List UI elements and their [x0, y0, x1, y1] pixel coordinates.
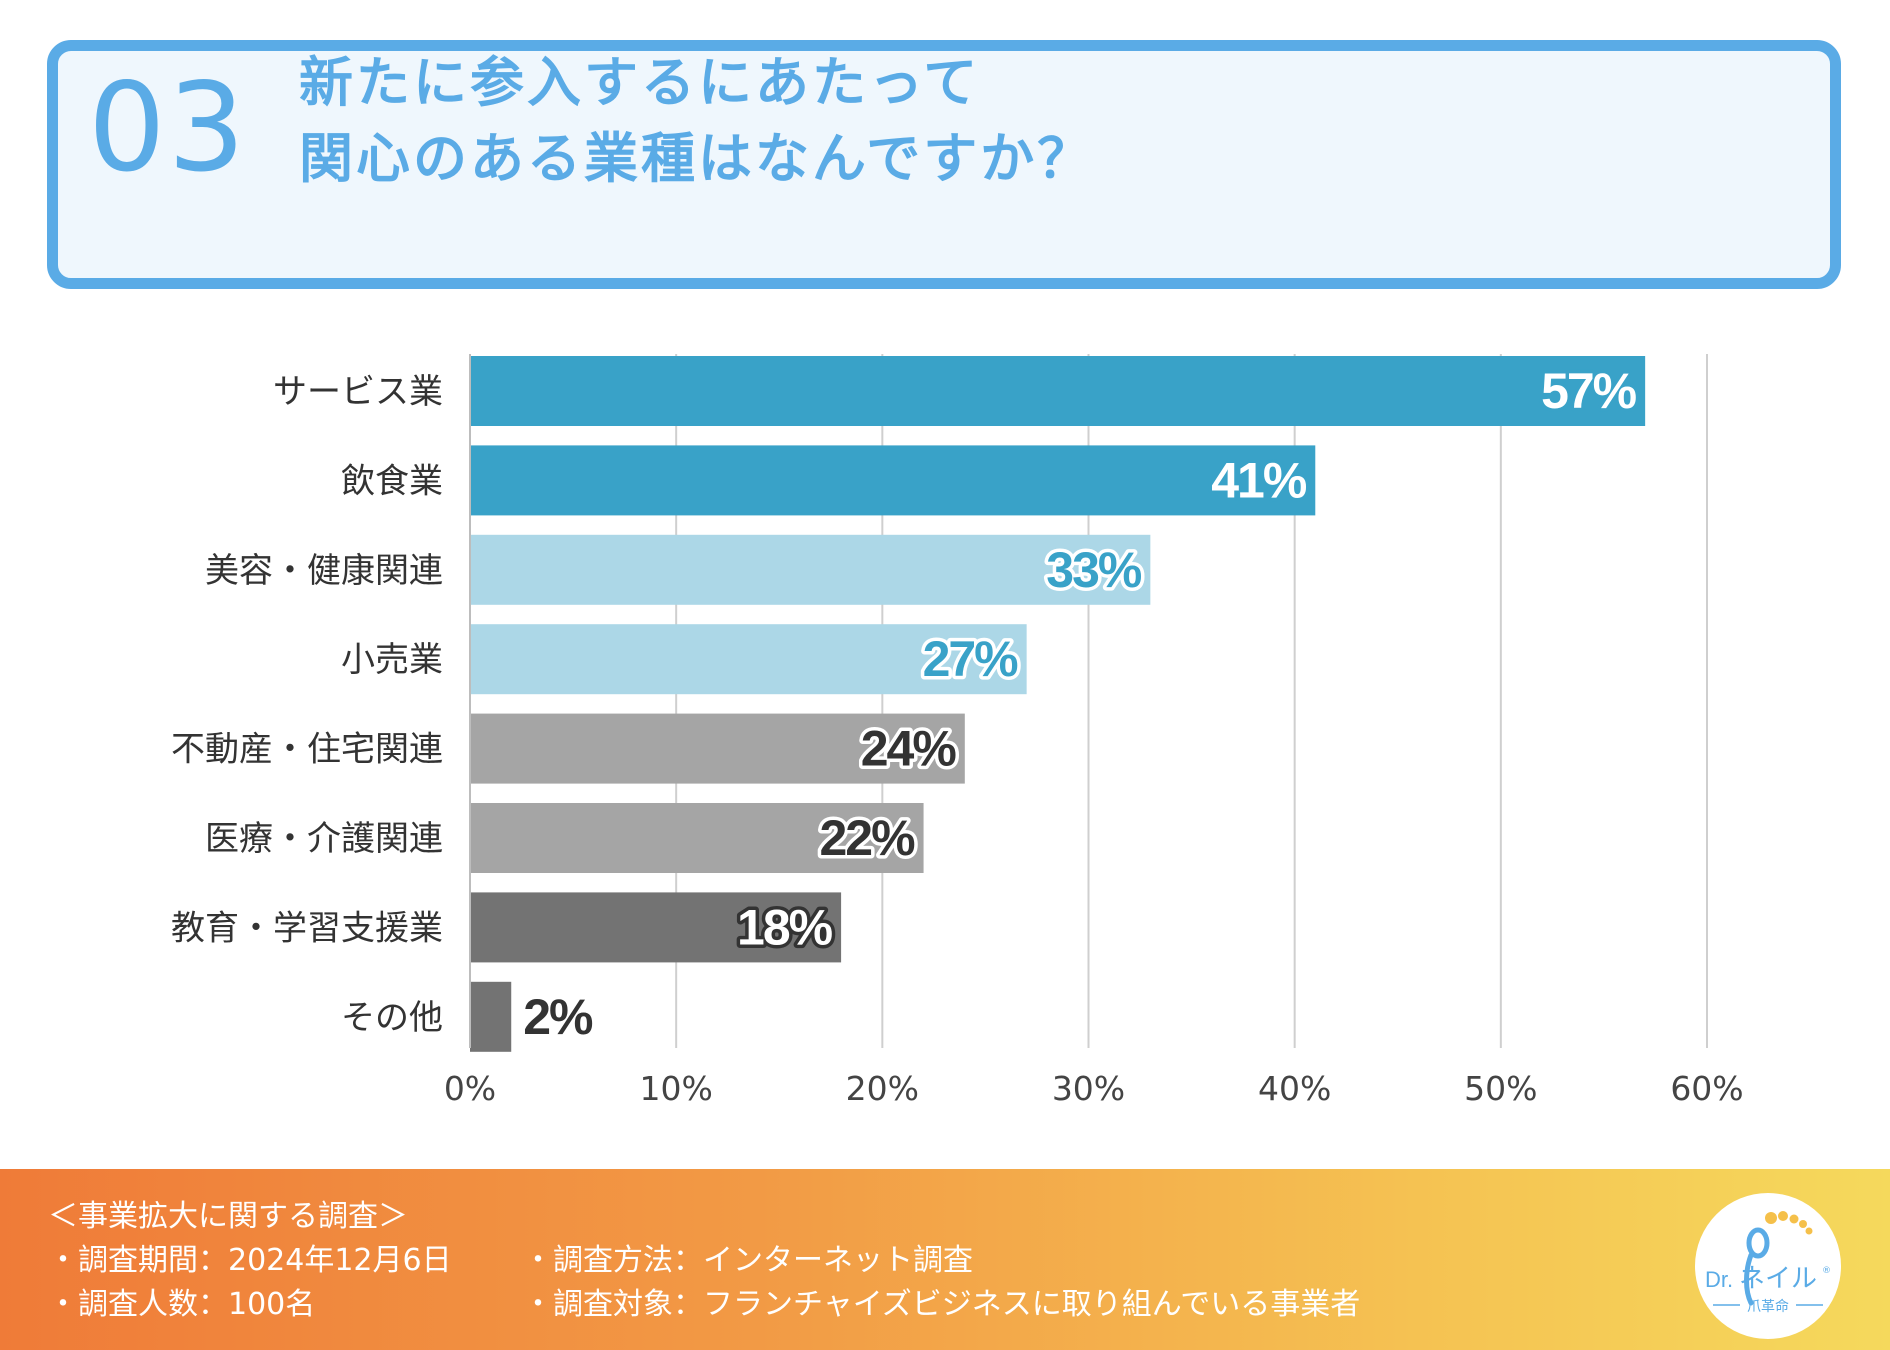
bar	[470, 445, 1316, 516]
bar	[470, 713, 965, 784]
x-tick-label: 0%	[444, 1069, 496, 1108]
x-tick-label: 30%	[1052, 1069, 1125, 1108]
category-label: 医療・介護関連	[205, 819, 443, 859]
survey-period: ・調査期間：2024年12月6日	[48, 1243, 452, 1278]
survey-target: ・調査対象：フランチャイズビジネスに取り組んでいる事業者	[523, 1287, 1361, 1322]
logo-brand: ネイル	[1739, 1264, 1817, 1294]
x-tick-label: 40%	[1258, 1069, 1331, 1108]
question-number: 03	[88, 57, 248, 199]
question-title-line2: 関心のある業種はなんですか？	[299, 127, 1095, 190]
logo-registered: ®	[1822, 1266, 1831, 1276]
value-label: 24%	[861, 721, 957, 777]
bar-chart: サービス業 57% 飲食業 41% 美容・健康関連 33% 小売業 27% 不動産・住宅関連 24…	[171, 354, 1744, 1108]
value-label: 57%	[1541, 363, 1637, 419]
value-label: 33%	[1046, 542, 1142, 598]
x-tick-label: 60%	[1670, 1069, 1743, 1108]
logo-tagline: 爪革命	[1747, 1298, 1789, 1315]
category-label: 教育・学習支援業	[171, 908, 443, 948]
category-label: 小売業	[341, 640, 443, 680]
bar	[470, 356, 1646, 426]
survey-count: ・調査人数：100名	[48, 1287, 316, 1322]
value-label: 18%	[737, 899, 833, 955]
logo-prefix: Dr.	[1705, 1267, 1733, 1292]
bar	[470, 534, 1151, 605]
x-tick-label: 20%	[846, 1069, 919, 1108]
bar	[470, 892, 842, 963]
question-title-line1: 新たに参入するにあたって	[299, 51, 981, 114]
value-label: 2%	[523, 989, 593, 1045]
survey-method: ・調査方法：インターネット調査	[523, 1243, 973, 1278]
category-label: 飲食業	[341, 461, 443, 501]
bar	[470, 803, 924, 873]
question-title: 新たに参入するにあたって 関心のある業種はなんですか？	[299, 45, 1094, 197]
question-header	[47, 40, 1841, 289]
dr-nail-logo: Dr. ネイル ® 爪革命	[1695, 1193, 1841, 1339]
value-label: 41%	[1211, 452, 1307, 508]
category-label: 不動産・住宅関連	[171, 730, 443, 770]
category-label: 美容・健康関連	[205, 551, 443, 591]
survey-footer: ＜事業拡大に関する調査＞ ・調査期間：2024年12月6日 ・調査人数：100名…	[0, 1169, 1890, 1350]
survey-title: ＜事業拡大に関する調査＞	[48, 1199, 408, 1234]
bar	[470, 624, 1027, 695]
x-tick-label: 10%	[639, 1069, 712, 1108]
bar	[470, 981, 512, 1052]
value-label: 27%	[923, 631, 1019, 687]
category-label: サービス業	[273, 372, 443, 412]
foot-icon: Dr. ネイル ® 爪革命	[1705, 1211, 1831, 1315]
x-tick-label: 50%	[1464, 1069, 1537, 1108]
value-label: 22%	[819, 810, 915, 866]
category-label: その他	[341, 998, 443, 1038]
